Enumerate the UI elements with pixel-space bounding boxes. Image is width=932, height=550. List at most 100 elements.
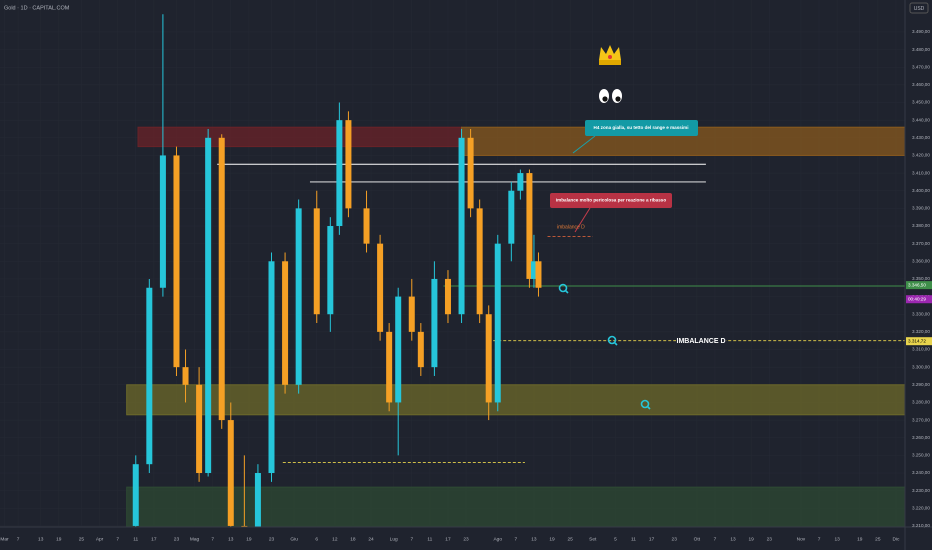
candle-body: [205, 137, 212, 474]
y-tick-label: 3.430,00: [912, 135, 930, 140]
x-tick-label: 19: [56, 536, 62, 542]
label-bg: [676, 335, 726, 346]
y-tick-label: 3.280,00: [912, 400, 930, 405]
x-tick-label: Mag: [190, 536, 200, 542]
x-tick-label: 23: [269, 536, 275, 542]
y-tick-label: 3.420,00: [912, 153, 930, 158]
x-tick-label: 17: [151, 536, 157, 542]
callout-text: H4 zona gialla, su tetto del range e mas…: [594, 125, 689, 130]
callout: [550, 193, 672, 208]
x-tick-label: 23: [672, 536, 678, 542]
x-tick-label: Ago: [493, 536, 502, 542]
y-tick-label: 3.320,00: [912, 329, 930, 334]
y-tick-label: 3.360,00: [912, 259, 930, 264]
candle-body: [218, 137, 225, 421]
y-tick-label: 3.450,00: [912, 100, 930, 105]
candle-body: [159, 155, 166, 288]
candle-body: [146, 287, 153, 465]
y-tick-label: 3.400,00: [912, 188, 930, 193]
x-tick-label: Giu: [290, 536, 298, 542]
callout-pointer: [574, 207, 591, 233]
zone: [126, 384, 906, 416]
candle-body: [254, 473, 261, 544]
currency-box: [909, 2, 929, 14]
x-tick-label: 19: [857, 536, 863, 542]
x-tick-label: 12: [332, 536, 338, 542]
x-tick-label: 23: [767, 536, 773, 542]
candle-body: [363, 208, 370, 244]
x-tick-label: 19: [549, 536, 555, 542]
y-tick-label: 3.330,00: [912, 311, 930, 316]
candle-body: [182, 367, 189, 385]
y-tick-label: 3.270,00: [912, 417, 930, 422]
y-tick-label: 3.220,00: [912, 506, 930, 511]
y-tick-label: 3.490,00: [912, 29, 930, 34]
x-tick-label: Nov: [797, 536, 806, 542]
candle-body: [377, 243, 384, 332]
x-tick-label: Ott: [694, 536, 701, 542]
x-tick-label: 13: [730, 536, 736, 542]
candle-body: [282, 261, 289, 385]
y-tick-label: 3.250,00: [912, 453, 930, 458]
x-tick-label: Lug: [390, 536, 398, 542]
candle-body: [408, 296, 415, 332]
x-tick-label: 24: [368, 536, 374, 542]
callout-pointer: [572, 135, 596, 154]
candle-body: [535, 261, 542, 288]
x-tick-label: 11: [427, 536, 432, 542]
x-tick-label: 13: [531, 536, 537, 542]
x-tick-label: 17: [649, 536, 655, 542]
y-tick-label: 3.480,00: [912, 47, 930, 52]
x-tick-label: 13: [38, 536, 44, 542]
y-tick-label: 3.310,00: [912, 347, 930, 352]
y-tick-label: 3.370,00: [912, 241, 930, 246]
x-tick-label: 13: [834, 536, 840, 542]
x-tick-label: Apr: [96, 536, 104, 542]
price-label-box: [906, 337, 932, 346]
price-label: 00:40:29: [908, 296, 926, 301]
price-axis: [905, 0, 932, 550]
x-tick-label: 25: [79, 536, 85, 542]
y-tick-label: 3.410,00: [912, 170, 930, 175]
x-tick-label: 19: [246, 536, 252, 542]
x-tick-label: 25: [567, 536, 573, 542]
x-tick-label: 13: [228, 536, 234, 542]
x-tick-label: 23: [174, 536, 180, 542]
y-tick-label: 3.390,00: [912, 206, 930, 211]
x-tick-label: 7: [410, 536, 413, 542]
y-tick-label: 3.300,00: [912, 364, 930, 369]
candle-body: [386, 331, 393, 403]
y-tick-label: 3.460,00: [912, 82, 930, 87]
time-axis: [0, 527, 905, 550]
candle-body: [295, 208, 302, 385]
search-icons: [558, 283, 651, 410]
y-tick-label: 3.350,00: [912, 276, 930, 281]
candle-body: [476, 208, 483, 315]
candle-body: [431, 278, 438, 368]
candle-body: [327, 226, 334, 315]
candle-body: [494, 243, 501, 403]
y-tick-label: 3.290,00: [912, 382, 930, 387]
y-tick-label: 3.210,00: [912, 523, 930, 528]
candle-body: [417, 331, 424, 368]
candle-body: [132, 464, 139, 526]
x-tick-label: 7: [116, 536, 119, 542]
x-tick-label: Dic: [892, 536, 900, 542]
x-tick-label: 7: [17, 536, 20, 542]
x-tick-label: 5: [614, 536, 617, 542]
y-tick-label: 3.380,00: [912, 223, 930, 228]
price-label-box: [906, 281, 932, 290]
candle-body: [485, 314, 492, 403]
imbalance-label: imbalance D: [557, 224, 585, 230]
candle-body: [173, 155, 180, 368]
x-tick-label: 23: [463, 536, 469, 542]
imbalance-label: IMBALANCE D: [677, 338, 726, 345]
crown-icon: [599, 45, 621, 65]
candle-body: [526, 173, 533, 279]
x-tick-label: 6: [315, 536, 318, 542]
currency: USD: [914, 6, 925, 12]
x-tick-label: 19: [748, 536, 754, 542]
candle-body: [227, 420, 234, 526]
x-tick-label: 18: [350, 536, 356, 542]
y-tick-label: 3.470,00: [912, 64, 930, 69]
